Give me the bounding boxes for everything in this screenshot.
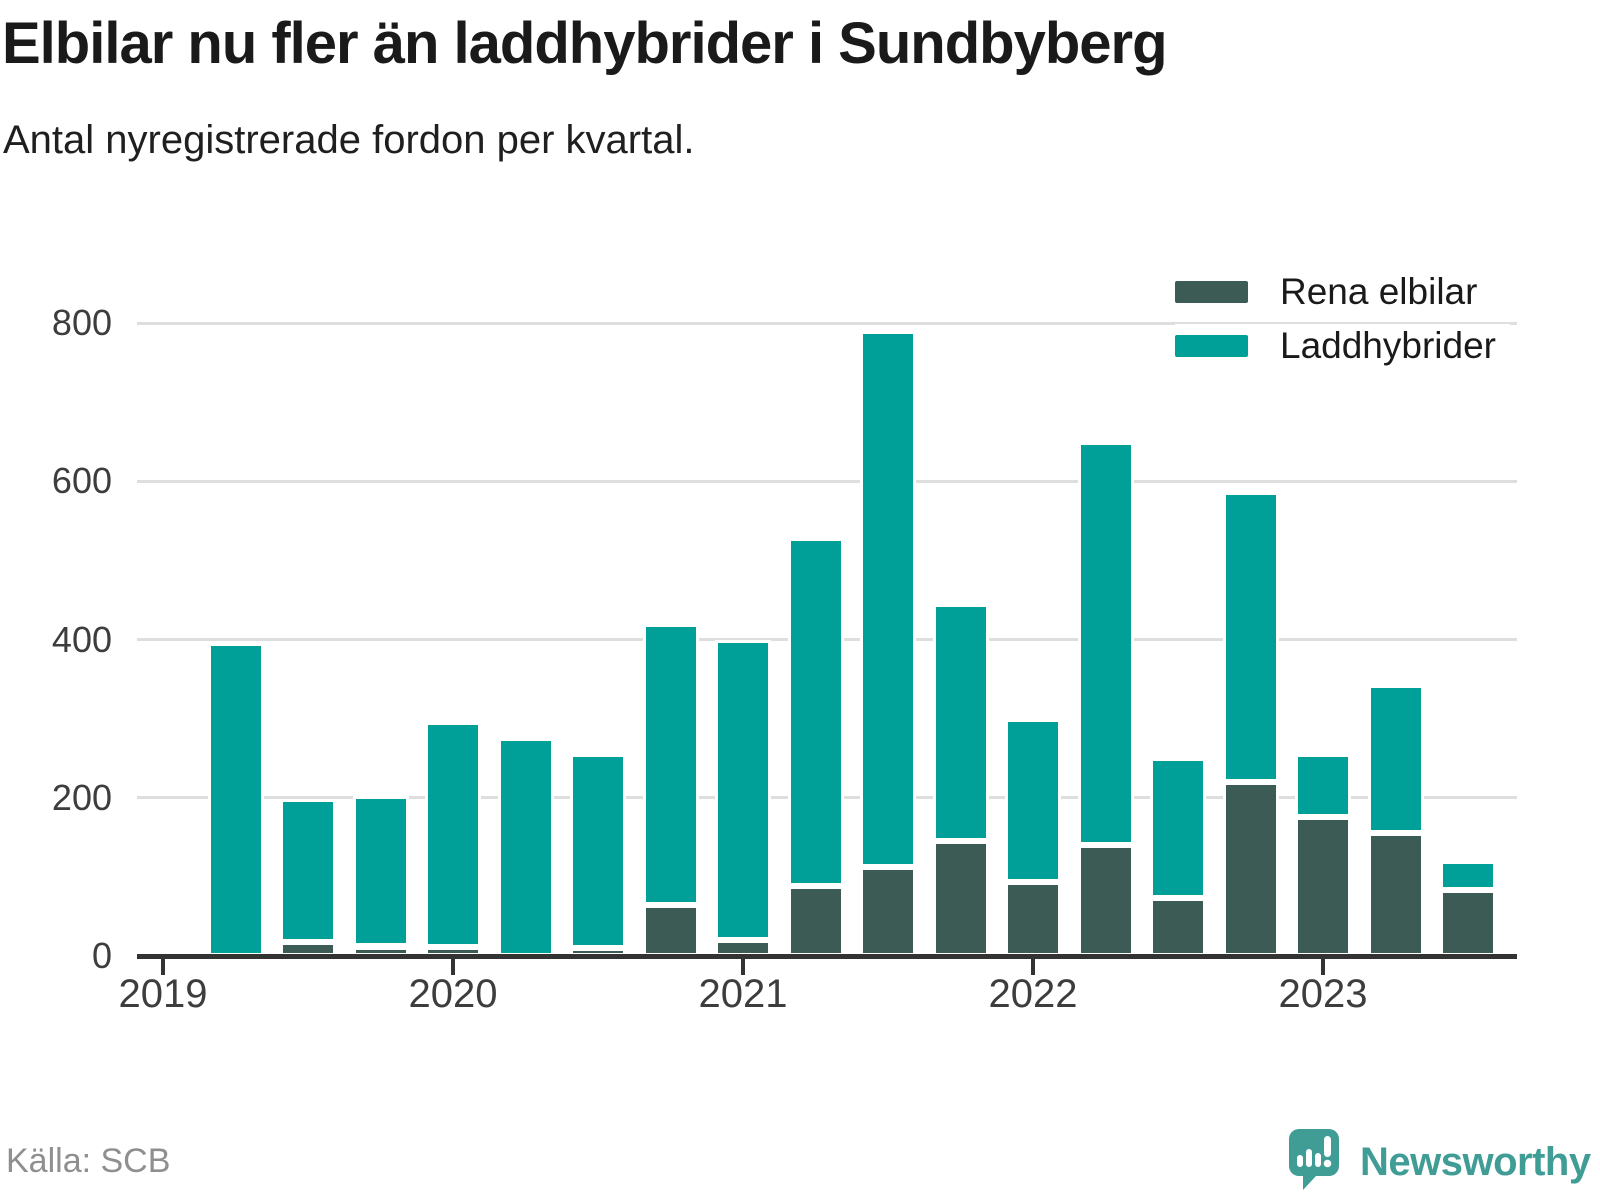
bar-2022-q4-laddhybrider	[1222, 491, 1279, 782]
bar-2022-q3-rena-elbilar	[1150, 898, 1206, 956]
legend-swatch-laddhybrider	[1175, 335, 1248, 357]
x-axis-label-2021: 2021	[698, 972, 788, 1016]
y-axis-label-200: 200	[51, 776, 112, 818]
bar-2022-q1-rena-elbilar	[1005, 882, 1061, 956]
bar-2020-q3-laddhybrider	[570, 754, 626, 949]
y-axis-label-0: 0	[91, 935, 112, 976]
x-axis-tick-2021	[741, 959, 745, 975]
bar-2021-q4-rena-elbilar	[932, 841, 989, 956]
x-axis-tick-2019	[161, 959, 165, 975]
legend: Rena elbilar Laddhybrider	[1175, 270, 1510, 378]
legend-item-rena-elbilar: Rena elbilar	[1175, 270, 1510, 314]
x-axis-label-2022: 2022	[988, 972, 1078, 1016]
bar-2023-q2-rena-elbilar	[1367, 833, 1424, 956]
bar-2023-q1-laddhybrider	[1295, 754, 1351, 817]
y-axis-label-800: 800	[51, 302, 112, 343]
gridline-y-600	[137, 479, 1517, 483]
x-axis-label-2023: 2023	[1278, 972, 1368, 1016]
x-axis-tick-2022	[1031, 959, 1035, 975]
bar-2021-q3-laddhybrider	[860, 330, 916, 868]
bar-2019-q3-laddhybrider	[280, 799, 336, 942]
x-axis-tick-2023	[1321, 959, 1325, 975]
bar-2021-q2-rena-elbilar	[787, 885, 844, 956]
x-axis-label-2020: 2020	[408, 972, 498, 1016]
source-note: Källa: SCB	[6, 1142, 171, 1180]
bar-2020-q1-laddhybrider	[425, 721, 481, 948]
y-axis-label-400: 400	[51, 618, 112, 660]
bar-2020-q4-laddhybrider	[642, 623, 699, 905]
legend-swatch-rena-elbilar	[1175, 281, 1248, 303]
bar-2020-q4-rena-elbilar	[642, 904, 699, 956]
bar-2022-q3-laddhybrider	[1150, 758, 1206, 899]
bar-2022-q2-laddhybrider	[1077, 442, 1134, 846]
legend-item-laddhybrider: Laddhybrider	[1175, 324, 1510, 368]
newsworthy-logo: Newsworthy	[1288, 1128, 1591, 1192]
bar-2022-q2-rena-elbilar	[1077, 845, 1134, 956]
bar-2022-q4-rena-elbilar	[1222, 781, 1279, 956]
bar-2021-q4-laddhybrider	[932, 603, 989, 842]
x-axis-label-2019: 2019	[118, 972, 208, 1016]
bar-2019-q4-laddhybrider	[352, 796, 409, 947]
legend-label-rena-elbilar: Rena elbilar	[1280, 271, 1478, 312]
chart-title: Elbilar nu fler än laddhybrider i Sundby…	[2, 11, 1168, 76]
newsworthy-logo-icon	[1289, 1129, 1339, 1190]
gridline-y-800	[137, 321, 1517, 325]
bar-2023-q2-laddhybrider	[1367, 684, 1424, 834]
newsworthy-logo-text: Newsworthy	[1360, 1139, 1591, 1184]
bar-2019-q2-laddhybrider	[207, 643, 264, 956]
bar-2020-q2-laddhybrider	[497, 738, 554, 956]
bar-2022-q1-laddhybrider	[1005, 718, 1061, 883]
bar-2021-q3-rena-elbilar	[860, 867, 916, 956]
bar-2021-q2-laddhybrider	[787, 538, 844, 886]
bar-2023-q3-rena-elbilar	[1440, 890, 1496, 956]
x-axis-tick-2020	[451, 959, 455, 975]
legend-label-laddhybrider: Laddhybrider	[1280, 325, 1496, 366]
bar-2021-q1-laddhybrider	[715, 639, 771, 941]
chart-subtitle: Antal nyregistrerade fordon per kvartal.	[3, 118, 695, 162]
x-axis-line	[137, 954, 1517, 959]
bar-2023-q1-rena-elbilar	[1295, 816, 1351, 956]
y-axis-label-600: 600	[51, 460, 112, 502]
bar-2023-q3-laddhybrider	[1440, 861, 1496, 891]
